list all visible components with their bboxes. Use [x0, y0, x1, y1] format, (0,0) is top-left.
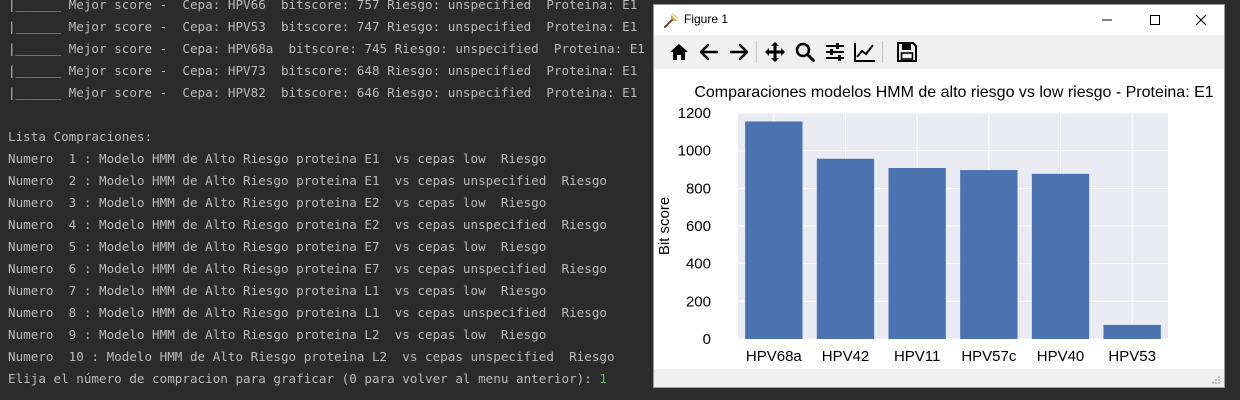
save-button[interactable] — [894, 39, 920, 65]
forward-button[interactable] — [726, 39, 752, 65]
toolbar-separator — [882, 41, 883, 63]
back-arrow-icon — [699, 43, 719, 61]
x-tick-label: HPV40 — [1037, 348, 1085, 365]
close-button[interactable] — [1178, 5, 1224, 35]
console-line: |______ Mejor score - Cepa: HPV68a bitsc… — [8, 41, 645, 56]
back-button[interactable] — [696, 39, 722, 65]
pan-icon — [765, 42, 785, 62]
figure-window: Figure 1 — [653, 4, 1225, 388]
title-bar[interactable]: Figure 1 — [654, 5, 1224, 35]
x-tick-label: HPV57c — [961, 348, 1017, 365]
status-bar — [654, 369, 1224, 387]
bar-chart: 0 200 400 600 800 1000 1200 HPV68a HPV42 HPV11 HP… — [656, 84, 1214, 365]
chart-title: Comparaciones modelos HMM de alto riesgo… — [694, 84, 1213, 101]
maximize-button[interactable] — [1132, 5, 1178, 35]
save-icon — [897, 42, 917, 62]
home-icon — [670, 44, 688, 60]
forward-arrow-icon — [729, 43, 749, 61]
y-tick-label: 600 — [686, 218, 711, 235]
plot-area: 0 200 400 600 800 1000 1200 HPV68a HPV42 HPV11 HP… — [654, 69, 1224, 369]
console-line: |______ Mejor score - Cepa: HPV82 bitsco… — [8, 85, 638, 100]
bar-hpv53 — [1103, 324, 1161, 339]
zoom-button[interactable] — [792, 39, 818, 65]
console-line: Numero 6 : Modelo HMM de Alto Riesgo pro… — [8, 261, 607, 276]
console-line: Numero 8 : Modelo HMM de Alto Riesgo pro… — [8, 305, 607, 320]
console-line: Numero 7 : Modelo HMM de Alto Riesgo pro… — [8, 283, 547, 298]
bar-hpv68a — [745, 121, 803, 339]
maximize-icon — [1150, 15, 1160, 25]
app-icon — [664, 13, 679, 28]
console-line: Numero 4 : Modelo HMM de Alto Riesgo pro… — [8, 217, 607, 232]
bar-hpv42 — [816, 158, 875, 339]
y-tick-label: 1000 — [678, 143, 711, 160]
y-tick-label: 1200 — [678, 105, 711, 122]
subplots-icon — [826, 43, 844, 61]
y-tick-label: 200 — [686, 293, 711, 310]
prompt-input-value[interactable]: 1 — [599, 371, 607, 386]
y-tick-label: 400 — [686, 256, 711, 273]
console-line: |______ Mejor score - Cepa: HPV73 bitsco… — [8, 63, 638, 78]
console-prompt[interactable]: Elija el número de compracion para grafi… — [8, 368, 607, 390]
zoom-icon — [795, 42, 815, 62]
console-line: Numero 9 : Modelo HMM de Alto Riesgo pro… — [8, 327, 547, 342]
console-line: Numero 5 : Modelo HMM de Alto Riesgo pro… — [8, 239, 547, 254]
subplots-button[interactable] — [822, 39, 848, 65]
edit-axis-icon — [854, 43, 875, 62]
minimize-button[interactable] — [1084, 5, 1130, 35]
y-axis-label: Bit score — [656, 197, 673, 255]
console-line: Numero 1 : Modelo HMM de Alto Riesgo pro… — [8, 151, 547, 166]
console-line: |______ Mejor score - Cepa: HPV66 bitsco… — [8, 0, 638, 12]
resize-grip-icon[interactable] — [1211, 375, 1221, 385]
console-line: Numero 10 : Modelo HMM de Alto Riesgo pr… — [8, 349, 615, 364]
home-button[interactable] — [666, 39, 692, 65]
bar-hpv57c — [960, 170, 1018, 339]
toolbar — [654, 35, 1224, 70]
edit-axis-button[interactable] — [852, 39, 878, 65]
close-icon — [1195, 14, 1207, 26]
console-line: |______ Mejor score - Cepa: HPV53 bitsco… — [8, 19, 638, 34]
x-tick-label: HPV42 — [822, 348, 870, 365]
prompt-text: Elija el número de compracion para grafi… — [8, 371, 600, 386]
bar-hpv40 — [1031, 173, 1090, 339]
x-tick-label: HPV53 — [1108, 348, 1156, 365]
console-line: Numero 2 : Modelo HMM de Alto Riesgo pro… — [8, 173, 607, 188]
console-line: Lista Compraciones: — [8, 129, 153, 144]
pan-button[interactable] — [762, 39, 788, 65]
y-tick-label: 800 — [686, 180, 711, 197]
x-tick-label: HPV11 — [894, 348, 940, 365]
window-title: Figure 1 — [684, 12, 729, 26]
y-tick-label: 0 — [703, 331, 711, 348]
bar-hpv11 — [888, 167, 946, 339]
toolbar-separator — [756, 41, 757, 63]
minimize-icon — [1102, 19, 1112, 21]
x-tick-label: HPV68a — [746, 348, 803, 365]
console-line: Numero 3 : Modelo HMM de Alto Riesgo pro… — [8, 195, 547, 210]
